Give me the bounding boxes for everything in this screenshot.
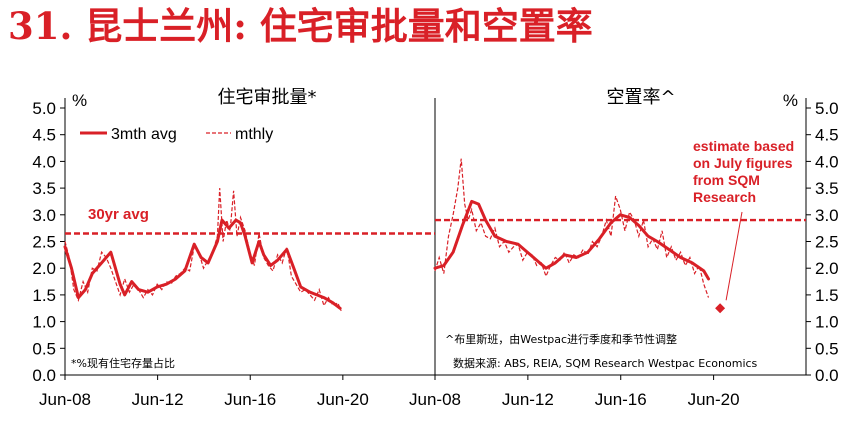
- left-y-tick-label: 4.0: [32, 152, 56, 171]
- x-tick-label: Jun-08: [409, 390, 461, 409]
- annotation-30yr-avg: 30yr avg: [88, 206, 149, 223]
- annotation-estimate-line: from SQM: [693, 172, 760, 188]
- right-series-line-dashed: [434, 158, 710, 298]
- right-y-tick-label: 4.0: [815, 152, 839, 171]
- right-y-axis-unit: %: [783, 91, 798, 110]
- annotation-estimate-line: estimate based: [693, 138, 794, 154]
- x-tick-label: Jun-08: [39, 390, 91, 409]
- right-y-tick-label: 3.0: [815, 206, 839, 225]
- left-y-tick-label: 3.0: [32, 206, 56, 225]
- x-tick-label: Jun-12: [502, 390, 554, 409]
- chart-series: [63, 131, 806, 314]
- right-y-tick-label: 5.0: [815, 99, 839, 118]
- x-tick-label: Jun-16: [595, 390, 647, 409]
- estimate-leader-line: [725, 211, 743, 301]
- left-y-tick-label: 0.5: [32, 339, 56, 358]
- chart-axes: [60, 107, 811, 380]
- chart-labels: 0.0 0.5 1.0 1.5 2.0 2.5 3.0 3.5 4.0 4.5 5.0 0.0 0.5 1…: [32, 87, 838, 409]
- x-tick-label: Jun-12: [132, 390, 184, 409]
- left-y-tick-label: 2.0: [32, 259, 56, 278]
- right-series-line-solid: [433, 199, 710, 281]
- left-y-axis-unit: %: [72, 91, 87, 110]
- right-panel-title: 空置率^: [606, 87, 675, 108]
- left-series-line-dashed: [64, 188, 342, 312]
- left-y-tick-label: 0.0: [32, 366, 56, 385]
- left-y-tick-label: 4.5: [32, 126, 56, 145]
- legend-label-3mth-avg: 3mth avg: [111, 126, 177, 143]
- left-y-tick-label: 1.5: [32, 286, 56, 305]
- right-y-tick-label: 0.5: [815, 339, 839, 358]
- x-tick-label: Jun-20: [317, 390, 369, 409]
- annotation-estimate-line: on July figures: [693, 155, 793, 171]
- estimate-marker: [715, 303, 726, 314]
- right-y-tick-label: 2.5: [815, 233, 839, 252]
- right-y-tick-label: 1.0: [815, 313, 839, 332]
- right-y-tick-label: 1.5: [815, 286, 839, 305]
- x-tick-label: Jun-16: [224, 390, 276, 409]
- left-footnote: *%现有住宅存量占比: [71, 356, 175, 370]
- right-footnote-1: ^布里斯班，由Westpac进行季度和季节性调整: [445, 332, 677, 346]
- page-title: 31. 昆士兰州: 住宅审批量和空置率: [8, 4, 593, 48]
- right-footnote-2: 数据来源: ABS, REIA, SQM Research Westpac Ec…: [453, 356, 758, 370]
- annotation-estimate-line: Research: [693, 189, 756, 205]
- x-tick-label: Jun-20: [688, 390, 740, 409]
- left-y-tick-label: 5.0: [32, 99, 56, 118]
- right-y-tick-label: 3.5: [815, 179, 839, 198]
- right-y-tick-label: 2.0: [815, 259, 839, 278]
- left-y-tick-label: 1.0: [32, 313, 56, 332]
- left-panel-title: 住宅审批量*: [218, 87, 317, 108]
- right-y-tick-label: 0.0: [815, 366, 839, 385]
- left-y-tick-label: 3.5: [32, 179, 56, 198]
- left-y-tick-label: 2.5: [32, 233, 56, 252]
- legend-label-mthly: mthly: [235, 126, 273, 143]
- right-y-tick-label: 4.5: [815, 126, 839, 145]
